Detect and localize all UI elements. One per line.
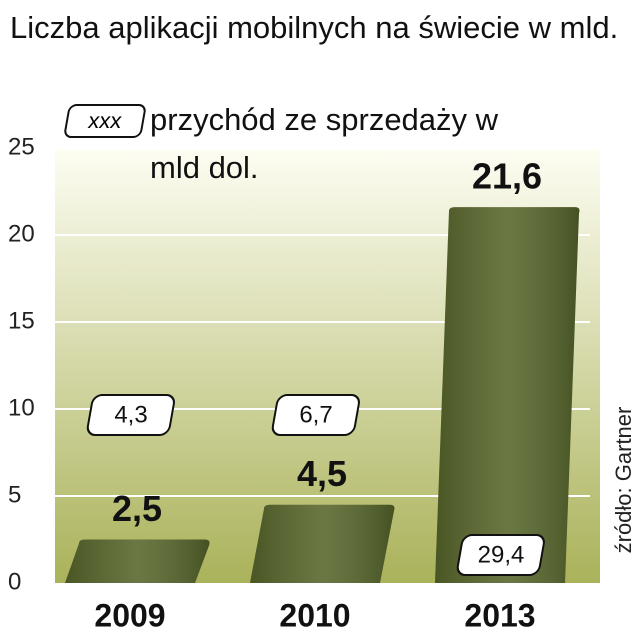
value-label: 4,5 (297, 453, 347, 494)
value-label: 2,5 (112, 488, 162, 529)
legend-key: xxx (63, 104, 147, 138)
revenue-label: 6,7 (299, 401, 332, 428)
x-tick-label: 2009 (94, 597, 165, 633)
revenue-box (271, 394, 360, 436)
legend-label: przychód ze sprzedaży w mld dol. (150, 102, 499, 185)
source: źródło: Gartner (611, 407, 636, 554)
y-tick-label: 5 (8, 481, 21, 508)
y-tick-label: 10 (8, 394, 35, 421)
revenue-box (456, 534, 545, 576)
x-tick-label: 2013 (464, 597, 535, 633)
bar-shade (435, 207, 580, 583)
revenue-label: 29,4 (478, 541, 525, 568)
revenue-box (86, 394, 175, 436)
chart-title: Liczba aplikacji mobilnych na świecie w … (10, 10, 619, 45)
y-tick-label: 15 (8, 307, 35, 334)
y-tick-label: 25 (8, 133, 35, 160)
value-label: 21,6 (472, 156, 542, 197)
y-tick-label: 0 (8, 568, 21, 595)
y-tick-label: 20 (8, 220, 35, 247)
x-tick-label: 2010 (279, 597, 350, 633)
bar-shade (65, 539, 210, 583)
revenue-label: 4,3 (114, 401, 147, 428)
bar-shade (250, 504, 395, 583)
